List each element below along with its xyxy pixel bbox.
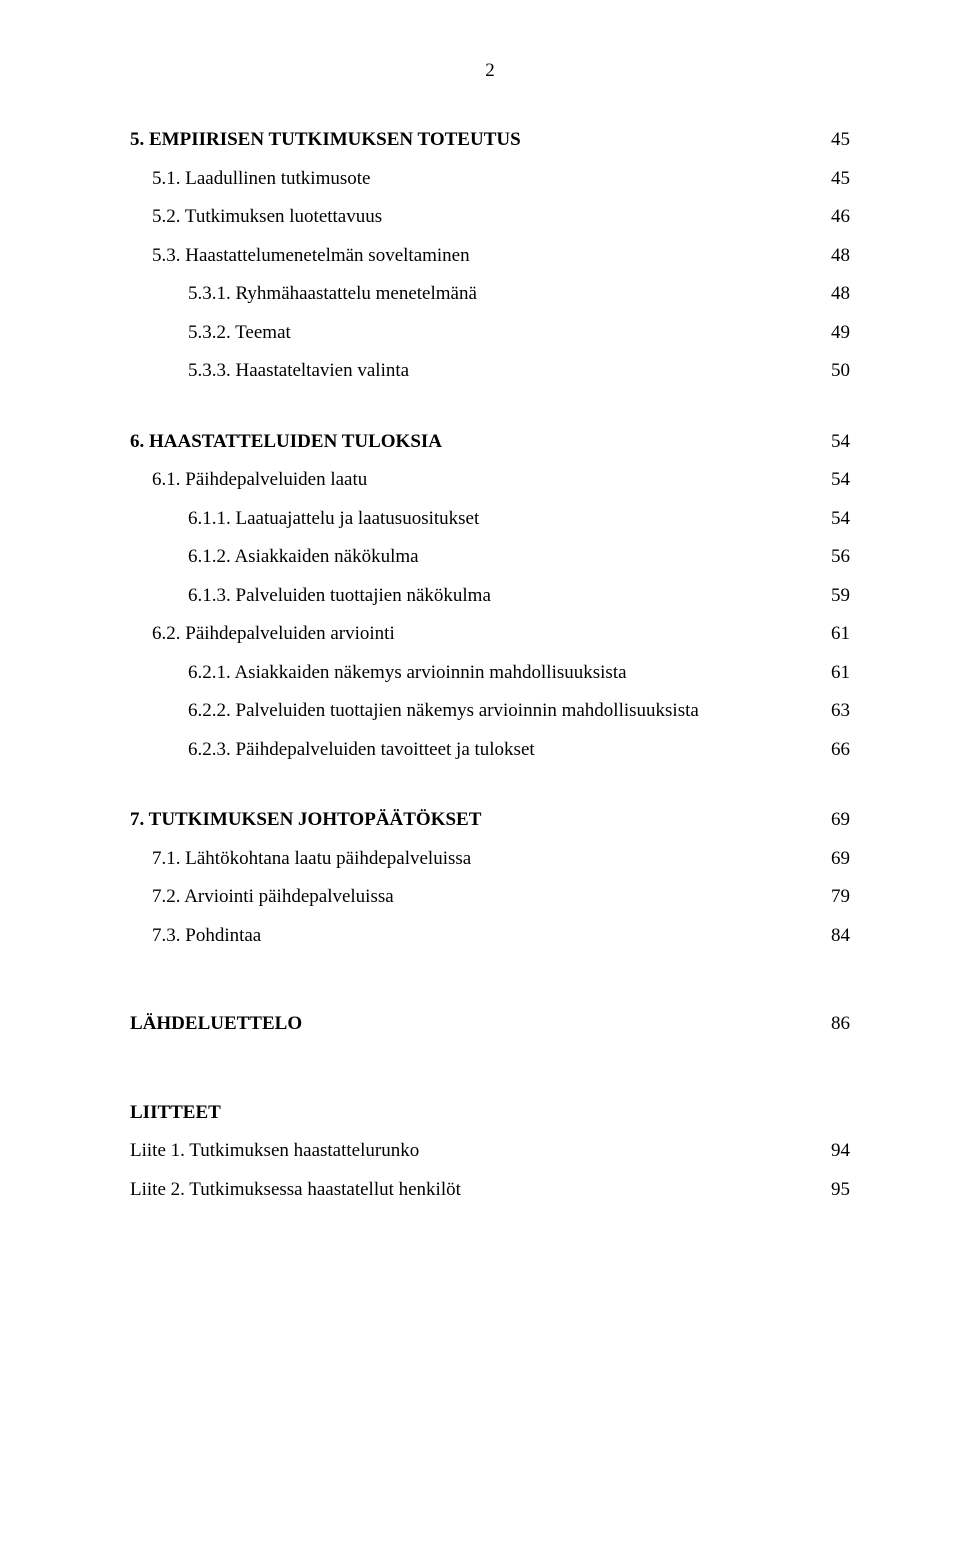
toc-page-number: 61 bbox=[810, 620, 850, 649]
toc-page-number: 94 bbox=[810, 1137, 850, 1166]
toc-page-number: 79 bbox=[810, 883, 850, 912]
toc-page-number: 45 bbox=[810, 165, 850, 194]
toc-page-number: 56 bbox=[810, 543, 850, 572]
toc-row: 6. HAASTATTELUIDEN TULOKSIA54 bbox=[130, 428, 850, 457]
toc-page-number: 50 bbox=[810, 357, 850, 386]
toc-page-number: 49 bbox=[810, 319, 850, 348]
toc-page-number: 54 bbox=[810, 428, 850, 457]
toc-row: LÄHDELUETTELO86 bbox=[130, 1010, 850, 1039]
toc-label: LÄHDELUETTELO bbox=[130, 1010, 810, 1039]
toc-row: 6.1.1. Laatuajattelu ja laatusuositukset… bbox=[130, 505, 850, 534]
toc-row: 7.1. Lähtökohtana laatu päihdepalveluiss… bbox=[130, 845, 850, 874]
toc-label: LIITTEET bbox=[130, 1099, 810, 1128]
toc-label: 6.1.1. Laatuajattelu ja laatusuositukset bbox=[130, 505, 810, 534]
toc-page-number: 69 bbox=[810, 806, 850, 835]
toc-gap bbox=[130, 774, 850, 806]
toc-row: 6.1.2. Asiakkaiden näkökulma56 bbox=[130, 543, 850, 572]
toc-row: Liite 1. Tutkimuksen haastattelurunko94 bbox=[130, 1137, 850, 1166]
toc-page-number: 61 bbox=[810, 659, 850, 688]
toc-row: 6.2. Päihdepalveluiden arviointi61 bbox=[130, 620, 850, 649]
toc-label: 5.3. Haastattelumenetelmän soveltaminen bbox=[130, 242, 810, 271]
toc-label: Liite 1. Tutkimuksen haastattelurunko bbox=[130, 1137, 810, 1166]
toc-row: 5.1. Laadullinen tutkimusote45 bbox=[130, 165, 850, 194]
toc-page-number: 69 bbox=[810, 845, 850, 874]
toc-row: 5.2. Tutkimuksen luotettavuus46 bbox=[130, 203, 850, 232]
toc-page-number: 54 bbox=[810, 466, 850, 495]
toc-gap bbox=[130, 396, 850, 428]
toc-page-number: 46 bbox=[810, 203, 850, 232]
toc-label: 6.1.3. Palveluiden tuottajien näkökulma bbox=[130, 582, 810, 611]
toc-page-number: 45 bbox=[810, 126, 850, 155]
toc-label: 5.3.3. Haastateltavien valinta bbox=[130, 357, 810, 386]
toc-label: 5.3.1. Ryhmähaastattelu menetelmänä bbox=[130, 280, 810, 309]
toc-page-number: 59 bbox=[810, 582, 850, 611]
toc-row: LIITTEET bbox=[130, 1099, 850, 1128]
toc-label: 7.3. Pohdintaa bbox=[130, 922, 810, 951]
toc-row: 6.2.1. Asiakkaiden näkemys arvioinnin ma… bbox=[130, 659, 850, 688]
toc-row: 5.3.2. Teemat49 bbox=[130, 319, 850, 348]
toc-page-number: 95 bbox=[810, 1176, 850, 1205]
toc-label: 6.1. Päihdepalveluiden laatu bbox=[130, 466, 810, 495]
toc-row: 5.3. Haastattelumenetelmän soveltaminen4… bbox=[130, 242, 850, 271]
toc-page-number: 48 bbox=[810, 280, 850, 309]
toc-label: 6.2. Päihdepalveluiden arviointi bbox=[130, 620, 810, 649]
page-number: 2 bbox=[130, 60, 850, 82]
toc-row: 7.3. Pohdintaa84 bbox=[130, 922, 850, 951]
toc-label: 6.2.3. Päihdepalveluiden tavoitteet ja t… bbox=[130, 736, 810, 765]
toc-row: 5.3.3. Haastateltavien valinta50 bbox=[130, 357, 850, 386]
toc-label: 7.1. Lähtökohtana laatu päihdepalveluiss… bbox=[130, 845, 810, 874]
toc-row: 6.1. Päihdepalveluiden laatu54 bbox=[130, 466, 850, 495]
toc-row: 7. TUTKIMUKSEN JOHTOPÄÄTÖKSET69 bbox=[130, 806, 850, 835]
toc-label: 5.3.2. Teemat bbox=[130, 319, 810, 348]
toc-row: 5. EMPIIRISEN TUTKIMUKSEN TOTEUTUS45 bbox=[130, 126, 850, 155]
document-page: 2 5. EMPIIRISEN TUTKIMUKSEN TOTEUTUS455.… bbox=[0, 0, 960, 1543]
toc-gap bbox=[130, 960, 850, 1010]
toc-gap bbox=[130, 1049, 850, 1099]
toc-row: 5.3.1. Ryhmähaastattelu menetelmänä48 bbox=[130, 280, 850, 309]
toc-row: 6.1.3. Palveluiden tuottajien näkökulma5… bbox=[130, 582, 850, 611]
toc-label: Liite 2. Tutkimuksessa haastatellut henk… bbox=[130, 1176, 810, 1205]
toc-row: Liite 2. Tutkimuksessa haastatellut henk… bbox=[130, 1176, 850, 1205]
toc-label: 6. HAASTATTELUIDEN TULOKSIA bbox=[130, 428, 810, 457]
toc-row: 6.2.3. Päihdepalveluiden tavoitteet ja t… bbox=[130, 736, 850, 765]
toc-row: 6.2.2. Palveluiden tuottajien näkemys ar… bbox=[130, 697, 850, 726]
toc-page-number: 48 bbox=[810, 242, 850, 271]
toc-label: 5. EMPIIRISEN TUTKIMUKSEN TOTEUTUS bbox=[130, 126, 810, 155]
toc-label: 6.1.2. Asiakkaiden näkökulma bbox=[130, 543, 810, 572]
toc-label: 5.2. Tutkimuksen luotettavuus bbox=[130, 203, 810, 232]
toc-label: 7.2. Arviointi päihdepalveluissa bbox=[130, 883, 810, 912]
toc-page-number: 84 bbox=[810, 922, 850, 951]
table-of-contents: 5. EMPIIRISEN TUTKIMUKSEN TOTEUTUS455.1.… bbox=[130, 126, 850, 1204]
toc-page-number: 63 bbox=[810, 697, 850, 726]
toc-page-number: 54 bbox=[810, 505, 850, 534]
toc-label: 7. TUTKIMUKSEN JOHTOPÄÄTÖKSET bbox=[130, 806, 810, 835]
toc-row: 7.2. Arviointi päihdepalveluissa79 bbox=[130, 883, 850, 912]
toc-page-number: 66 bbox=[810, 736, 850, 765]
toc-label: 5.1. Laadullinen tutkimusote bbox=[130, 165, 810, 194]
toc-page-number: 86 bbox=[810, 1010, 850, 1039]
toc-label: 6.2.1. Asiakkaiden näkemys arvioinnin ma… bbox=[130, 659, 810, 688]
toc-label: 6.2.2. Palveluiden tuottajien näkemys ar… bbox=[130, 697, 810, 726]
